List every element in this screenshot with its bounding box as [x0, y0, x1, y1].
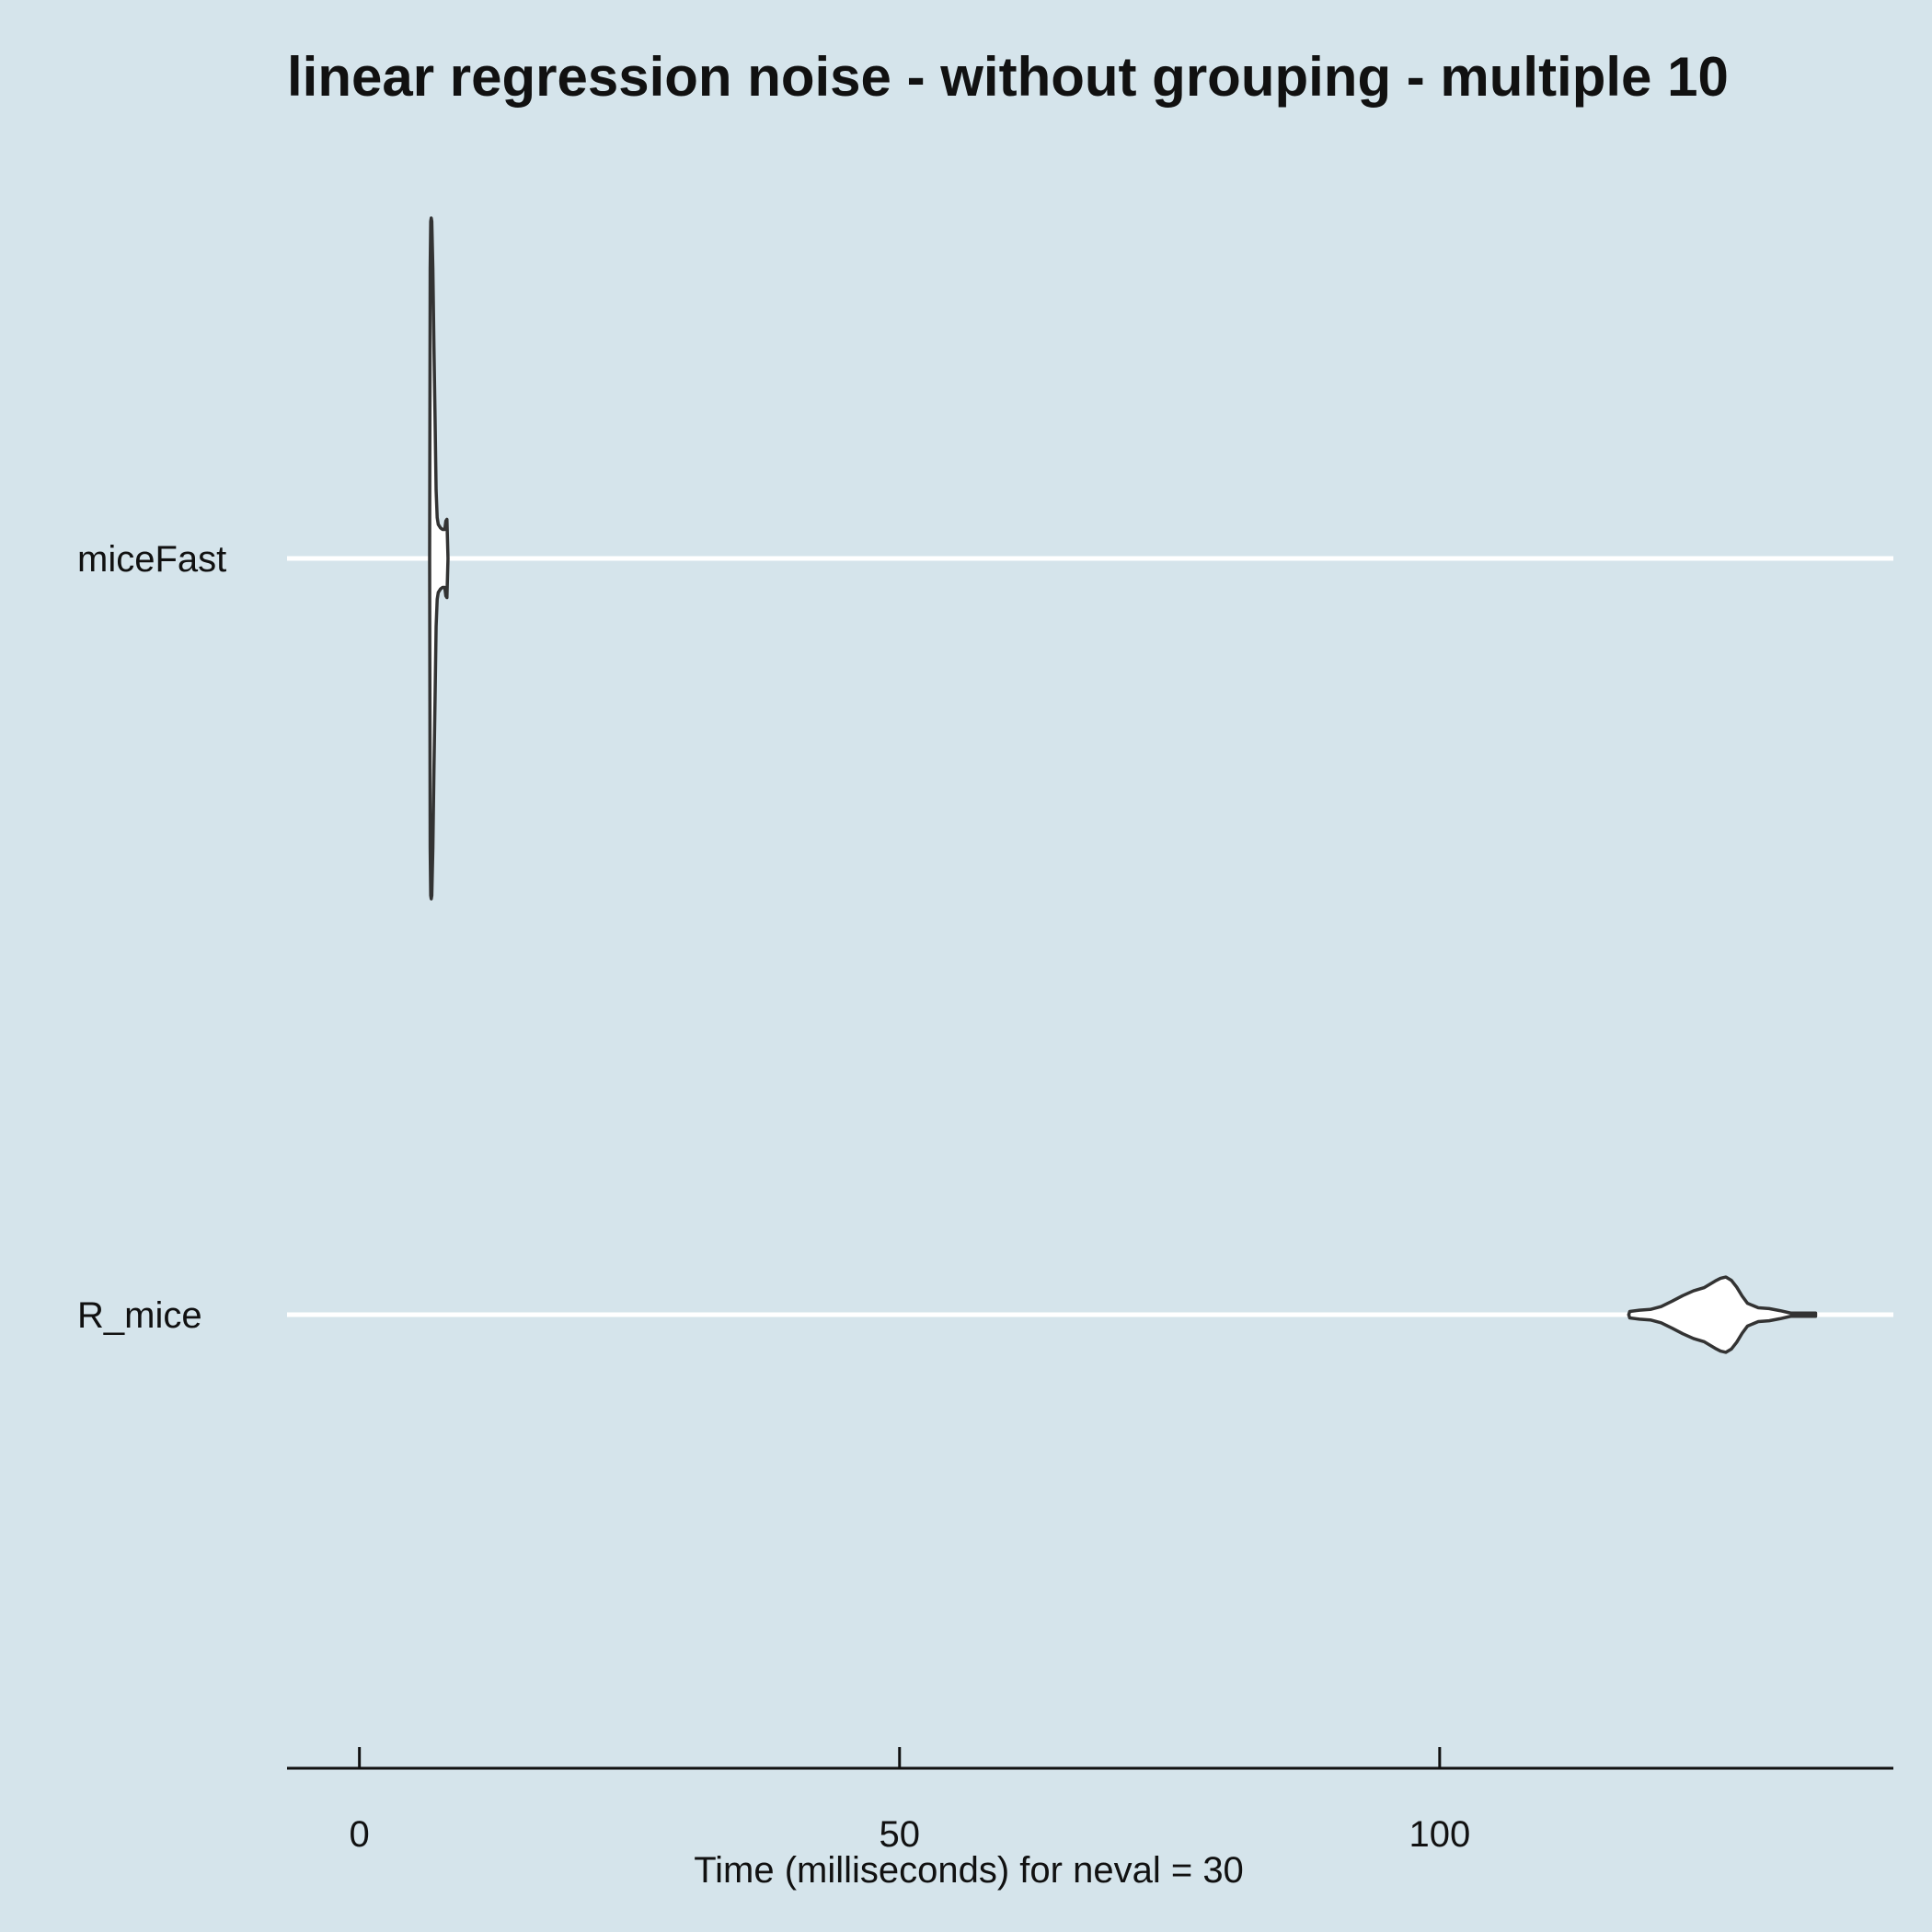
- violins: [428, 216, 1818, 1354]
- x-tick-label-50: 50: [880, 1814, 921, 1855]
- chart-title: linear regression noise - without groupi…: [287, 46, 1729, 108]
- category-label-miceFast: miceFast: [77, 539, 226, 580]
- x-axis-title: Time (milliseconds) for neval = 30: [694, 1850, 1244, 1891]
- violin-R_mice: [1627, 1275, 1818, 1354]
- x-tick-label-100: 100: [1409, 1814, 1470, 1855]
- gridlines: [287, 556, 1893, 1317]
- x-tick-label-0: 0: [350, 1814, 370, 1855]
- category-labels: miceFast R_mice: [77, 539, 226, 1336]
- category-label-R_mice: R_mice: [77, 1295, 202, 1336]
- x-axis-ticks: 0 50 100: [350, 1747, 1470, 1855]
- violin-miceFast: [428, 216, 450, 901]
